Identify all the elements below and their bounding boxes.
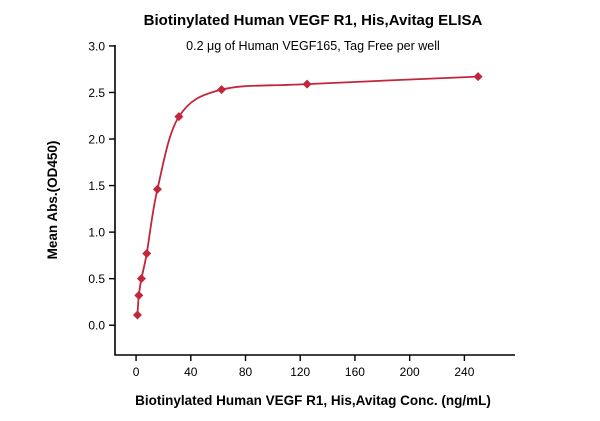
- chart-title: Biotinylated Human VEGF R1, His,Avitag E…: [143, 12, 483, 29]
- y-tick-label: 2.0: [88, 133, 105, 147]
- x-tick-label: 120: [290, 365, 310, 379]
- x-tick-label: 240: [454, 365, 474, 379]
- data-point-marker: [132, 310, 142, 320]
- y-tick-label: 0.0: [88, 319, 105, 333]
- y-tick-label: 3.0: [88, 39, 105, 53]
- data-point-marker: [302, 79, 312, 89]
- y-tick-label: 2.5: [88, 86, 105, 100]
- data-point-marker: [142, 249, 152, 259]
- y-tick-label: 1.5: [88, 179, 105, 193]
- x-tick-label: 200: [400, 365, 420, 379]
- data-point-marker: [473, 72, 483, 82]
- axes: [114, 45, 515, 356]
- x-tick-label: 0: [133, 365, 140, 379]
- y-tick-label: 1.0: [88, 226, 105, 240]
- chart-subtitle: 0.2 μg of Human VEGF165, Tag Free per we…: [186, 39, 440, 53]
- data-point-marker: [217, 85, 227, 95]
- data-point-marker: [152, 184, 162, 194]
- x-axis-label: Biotinylated Human VEGF R1, His,Avitag C…: [135, 393, 491, 408]
- fit-curve: [136, 75, 479, 316]
- x-tick-label: 80: [239, 365, 253, 379]
- y-tick-label: 0.5: [88, 272, 105, 286]
- x-tick-label: 40: [184, 365, 198, 379]
- data-point-marker: [174, 112, 184, 122]
- x-tick-label: 160: [345, 365, 365, 379]
- data-point-marker: [136, 274, 146, 284]
- data-point-marker: [134, 290, 144, 300]
